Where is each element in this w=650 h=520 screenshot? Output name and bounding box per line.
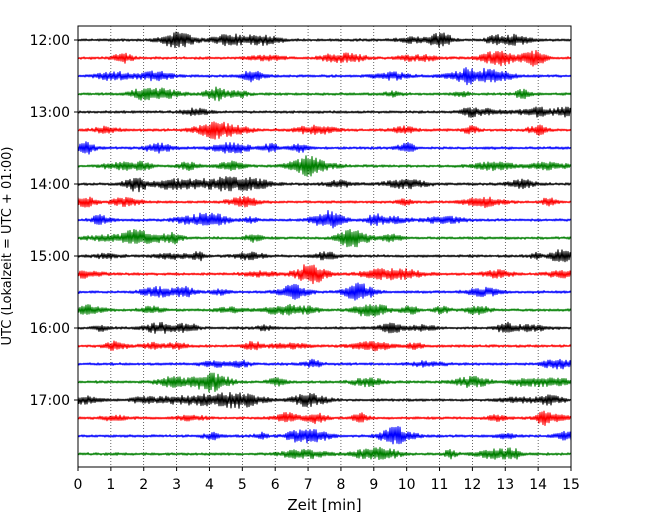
x-tick-label: 0 [74, 477, 83, 493]
trace-1600 [77, 321, 572, 334]
trace-1430 [77, 209, 572, 229]
y-tick-label: 14:00 [30, 177, 70, 193]
trace-group [77, 31, 572, 460]
y-tick-label: 12:00 [30, 33, 70, 49]
trace-1445 [77, 229, 572, 248]
trace-1545 [77, 303, 572, 317]
y-axis: 12:00 13:00 14:00 15:00 16:00 17:00 [30, 33, 78, 409]
x-tick-label: 8 [336, 477, 345, 493]
x-tick-label: 14 [529, 477, 547, 493]
x-tick-label: 2 [139, 477, 148, 493]
x-axis-label: Zeit [min] [287, 496, 361, 514]
x-tick-label: 6 [271, 477, 280, 493]
y-tick-label: 15:00 [30, 249, 70, 265]
x-tick-label: 3 [172, 477, 181, 493]
trace-1630 [77, 358, 572, 370]
plot-frame [77, 25, 572, 468]
trace-1530 [77, 282, 572, 301]
y-tick-label: 16:00 [30, 321, 70, 337]
trace-1515 [77, 264, 572, 285]
x-tick-label: 15 [562, 477, 580, 493]
y-tick-label: 17:00 [30, 393, 70, 409]
trace-1715 [77, 410, 572, 426]
x-tick-label: 10 [398, 477, 416, 493]
trace-1415 [77, 196, 572, 209]
trace-1315 [77, 121, 572, 140]
x-tick-label: 9 [369, 477, 378, 493]
trace-1745 [77, 446, 572, 460]
x-tick-label: 11 [431, 477, 449, 493]
trace-1300 [77, 106, 572, 118]
trace-1245 [77, 86, 572, 102]
x-axis: 0 1 2 3 4 5 6 7 8 9 10 11 12 13 14 15 [74, 467, 580, 493]
trace-1200 [77, 31, 572, 49]
y-axis-label: UTC (Lokalzeit = UTC + 01:00) [0, 147, 15, 346]
trace-1345 [77, 155, 572, 177]
trace-1500 [77, 249, 572, 263]
x-tick-label: 12 [463, 477, 481, 493]
trace-1400 [77, 176, 572, 193]
trace-1230 [77, 67, 572, 86]
trace-1730 [77, 426, 572, 445]
x-tick-label: 13 [496, 477, 514, 493]
trace-1700 [77, 392, 572, 409]
trace-1645 [77, 372, 572, 393]
x-tick-label: 5 [238, 477, 247, 493]
x-tick-label: 4 [205, 477, 214, 493]
trace-1215 [77, 49, 572, 67]
trace-1330 [77, 141, 572, 155]
x-tick-label: 7 [304, 477, 313, 493]
y-tick-label: 13:00 [30, 105, 70, 121]
trace-1615 [77, 340, 572, 352]
x-tick-label: 1 [106, 477, 115, 493]
